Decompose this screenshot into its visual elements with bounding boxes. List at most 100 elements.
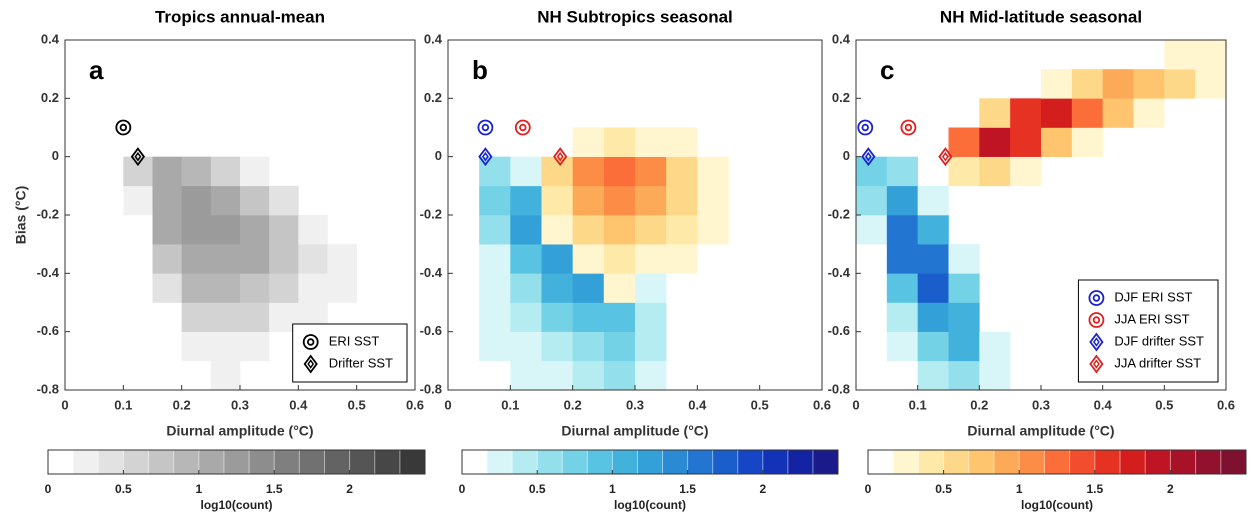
colorbar-block — [73, 450, 99, 474]
heat-cell — [917, 331, 949, 362]
x-axis-label: Diurnal amplitude (°C) — [561, 423, 708, 439]
x-tick-label: 0.6 — [813, 397, 831, 412]
legend: ERI SST Drifter SST — [292, 323, 408, 383]
heat-cell — [510, 273, 542, 303]
colorbar-block — [1044, 450, 1070, 474]
heat-cell — [152, 156, 182, 187]
y-tick-label: 0.4 — [832, 31, 851, 46]
heat-cell — [210, 273, 241, 303]
heat-cell — [1102, 98, 1134, 128]
heat-cell — [1133, 98, 1165, 128]
marker-inner — [134, 151, 142, 162]
heat-cell — [152, 185, 182, 216]
marker-outer — [477, 119, 494, 136]
heat-cell — [666, 156, 698, 187]
heat-cell — [210, 156, 241, 187]
heat-cell — [886, 331, 918, 362]
x-tick-label: 0.3 — [626, 397, 644, 412]
heat-cell — [240, 331, 270, 362]
marker-inner — [861, 123, 869, 132]
data-point — [900, 119, 917, 136]
heat-cell — [541, 302, 573, 332]
x-tick-label: 0.1 — [909, 397, 927, 412]
colorbar-tick-label: 2 — [759, 482, 766, 496]
x-tick-label: 0.5 — [348, 397, 366, 412]
heat-cell — [510, 360, 542, 391]
heat-cell — [666, 185, 698, 216]
heat-cell — [886, 215, 918, 245]
colorbar-block — [1195, 450, 1222, 474]
heat-cell — [917, 185, 949, 216]
heat-cell — [510, 185, 542, 216]
x-tick-label: 0.2 — [564, 397, 582, 412]
x-tick-label: 0.6 — [1217, 397, 1235, 412]
marker-outer — [900, 119, 917, 136]
x-tick-label: 0 — [852, 397, 859, 412]
heat-cell — [240, 273, 270, 303]
heat-cell — [269, 273, 299, 303]
marker-inner — [1092, 337, 1100, 347]
heat-cell — [210, 331, 241, 362]
heat-cell — [510, 215, 542, 245]
heat-cell — [697, 156, 729, 187]
colorbar-block — [1220, 450, 1247, 474]
heat-cell — [948, 127, 980, 157]
marker-inner — [941, 151, 949, 162]
marker-inner — [904, 123, 913, 132]
colorbar-block — [1019, 450, 1045, 474]
heat-cell — [541, 273, 573, 303]
colorbar-tick-label: 0.5 — [529, 482, 546, 496]
y-tick-label: 0.2 — [424, 90, 442, 105]
marker-outer — [130, 147, 146, 167]
colorbar-tick-label: 1 — [195, 482, 202, 496]
marker-inner — [307, 359, 315, 369]
heat-cell — [181, 273, 212, 303]
colorbar-block — [1094, 450, 1121, 474]
y-tick-label: -0.4 — [828, 265, 851, 280]
y-tick-label: 0.4 — [424, 31, 443, 46]
colorbar-block — [123, 450, 149, 474]
heat-cell — [1010, 98, 1042, 128]
heat-cell — [541, 185, 573, 216]
data-point — [477, 119, 494, 136]
heat-cell — [210, 185, 241, 216]
x-tick-label: 0.4 — [1094, 397, 1113, 412]
colorbar-frame — [461, 449, 839, 475]
heat-cell — [181, 185, 212, 216]
heat-cell — [327, 273, 357, 303]
heat-cell — [510, 156, 542, 187]
heat-cell — [298, 244, 328, 274]
heat-cell — [181, 331, 212, 362]
y-tick-label: -0.6 — [828, 323, 850, 338]
heat-cell — [1195, 40, 1227, 70]
heat-cell — [886, 244, 918, 274]
heat-cell — [479, 244, 511, 274]
panel-label: b — [472, 55, 488, 85]
heat-cell — [1102, 69, 1134, 99]
colorbar-tick-label: 1 — [1016, 482, 1023, 496]
heat-cell — [1010, 156, 1042, 187]
legend-label: DJF ERI SST — [1114, 289, 1192, 304]
heat-cell — [572, 331, 605, 362]
y-tick-label: -0.8 — [420, 381, 442, 396]
colorbar-label: log10(count) — [1021, 498, 1093, 512]
heat-cell — [979, 156, 1011, 187]
heat-cell — [697, 215, 729, 245]
y-tick-label: -0.8 — [828, 381, 850, 396]
marker-outer — [938, 147, 953, 167]
heat-cell — [948, 302, 980, 332]
colorbar-tick-label: 0 — [45, 482, 52, 496]
heat-cell — [1164, 40, 1196, 70]
heat-cell — [240, 215, 270, 245]
x-tick-label: 0.6 — [406, 397, 424, 412]
heat-cell — [298, 273, 328, 303]
marker-inner — [481, 151, 489, 162]
heat-cell — [269, 244, 299, 274]
heat-cell — [240, 156, 270, 187]
colorbar-block — [98, 450, 124, 474]
heat-cell — [948, 156, 980, 187]
heat-cell — [603, 156, 636, 187]
colorbar-tick-label: 1 — [609, 482, 616, 496]
heat-cell — [152, 273, 182, 303]
